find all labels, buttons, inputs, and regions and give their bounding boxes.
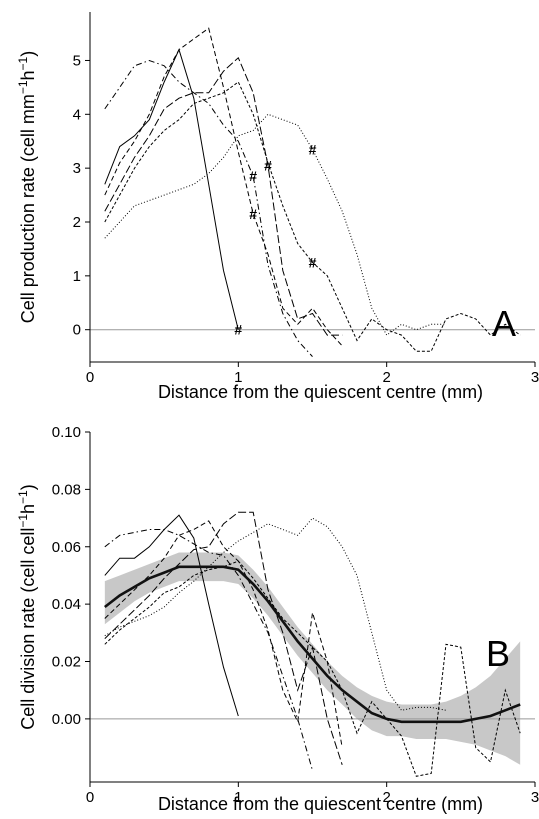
panel-a-series-shortdash <box>104 81 521 352</box>
panel-a-axes <box>89 12 535 363</box>
panel-b-y-tick-label-0: 0.00 <box>52 711 81 728</box>
panel-b-y-tick-label-3: 0.06 <box>52 539 81 556</box>
panel-b-series-dotted <box>104 517 447 711</box>
panel-a-y-axis-label: Cell production rate (cell mm−1h−1) <box>16 51 38 323</box>
panel-a-x-tick-label-3: 3 <box>531 369 539 386</box>
panel-a-y-tick-label-0: 0 <box>73 322 81 339</box>
panel-a-hash-marker-0: # <box>234 322 242 338</box>
panel-a-series-solid <box>104 48 239 330</box>
panel-a-cell-production-rate: # # # # # # 0 1 2 3 0 1 2 3 4 5 Distance from the qui… <box>16 12 539 402</box>
panel-b-x-axis-label: Distance from the quiescent centre (mm) <box>158 794 483 814</box>
panel-a-series-dashed <box>104 27 343 347</box>
panel-a-series-longdash <box>104 56 343 336</box>
panel-b-smoothed-trend-line <box>104 565 521 724</box>
panel-a-hash-marker-2: # <box>249 206 257 222</box>
panel-b-series-shortdash <box>104 560 521 777</box>
panel-a-x-axis-label: Distance from the quiescent centre (mm) <box>158 382 483 402</box>
panel-a-x-tick-label-2: 2 <box>382 369 390 386</box>
panel-b-x-tick-label-3: 3 <box>531 789 539 806</box>
panel-a-y-tick-label-1: 1 <box>73 268 81 285</box>
panel-a-hash-marker-5: # <box>309 254 317 270</box>
panel-a-hash-marker-4: # <box>309 141 317 157</box>
panel-a-y-tick-label-2: 2 <box>73 214 81 231</box>
panel-a-y-tick-label-5: 5 <box>73 52 81 69</box>
panel-b-series-longdash <box>104 511 343 765</box>
panel-a-x-tick-label-0: 0 <box>86 369 94 386</box>
panel-b-y-axis-label: Cell division rate (cell cell−1h−1) <box>16 484 38 729</box>
panel-b-y-tick-label-2: 0.04 <box>52 596 81 613</box>
panel-b-x-tick-label-0: 0 <box>86 789 94 806</box>
panel-b-y-tick-label-4: 0.08 <box>52 481 81 498</box>
panel-a-hash-marker-1: # <box>249 168 257 184</box>
panel-b-x-tick-label-2: 2 <box>382 789 390 806</box>
panel-a-series-dashdot <box>104 59 313 357</box>
panel-a-y-tick-label-3: 3 <box>73 160 81 177</box>
panel-b-x-tick-label-1: 1 <box>234 789 242 806</box>
panel-b-y-tick-label-1: 0.02 <box>52 654 81 671</box>
panel-a-x-tick-label-1: 1 <box>234 369 242 386</box>
panel-b-letter: B <box>486 633 510 674</box>
panel-a-y-tick-label-4: 4 <box>73 106 81 123</box>
panel-a-series-dotted <box>104 113 446 336</box>
panel-b-series-dashed <box>104 520 343 748</box>
panel-a-hash-marker-3: # <box>264 157 272 173</box>
panel-b-y-tick-label-5: 0.10 <box>52 424 81 441</box>
panel-a-letter: A <box>492 303 516 344</box>
panel-b-series-solid <box>104 514 239 717</box>
panel-b-cell-division-rate: 0 1 2 3 0.00 0.02 0.04 0.06 0.08 0.10 Distance f… <box>16 424 539 814</box>
